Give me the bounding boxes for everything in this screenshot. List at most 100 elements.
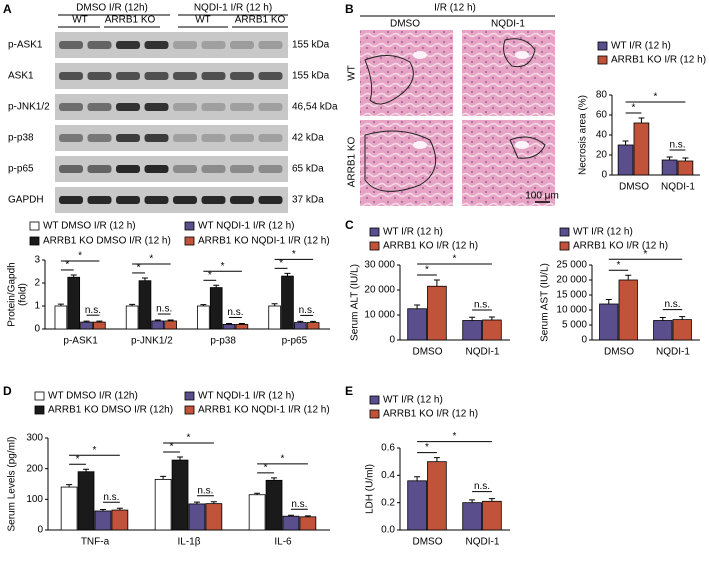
error-bar [666, 156, 673, 160]
blot-band [59, 134, 83, 142]
blot-band [230, 165, 254, 173]
error-bar [213, 284, 220, 288]
significance-label: n.s. [299, 305, 315, 316]
y-tick-label: 60 [596, 110, 608, 121]
blot-genotype: WT [195, 15, 211, 26]
histology-title: I/R (12 h) [434, 3, 476, 14]
blot-band [116, 72, 140, 80]
error-bar [226, 322, 233, 325]
blot-band [144, 134, 169, 142]
legend-swatch [184, 221, 195, 231]
y-axis-label: Serum ALT (IU/L) [350, 264, 361, 341]
vessel [413, 51, 427, 59]
legend-label: WT I/R (12 h) [573, 227, 633, 238]
blot-band [258, 72, 283, 80]
significance-label: * [425, 442, 429, 453]
error-bar [254, 492, 261, 495]
blot-band [59, 72, 83, 80]
significance-label: * [632, 103, 636, 114]
blot-label: GAPDH [8, 195, 44, 206]
significance-label: * [93, 445, 97, 456]
x-tick-label: NQDI-1 [661, 182, 695, 193]
error-bar [433, 457, 440, 462]
blot-band [87, 165, 112, 173]
bar [282, 515, 300, 531]
bar [281, 275, 294, 330]
legend-swatch [369, 395, 380, 405]
error-bar [160, 475, 167, 480]
bar [171, 459, 189, 531]
legend-label: WT DMSO I/R (12h) [48, 391, 138, 402]
panel-label: A [3, 2, 12, 16]
error-bar [622, 140, 629, 145]
bar [138, 280, 152, 330]
legend-label: ARRB1 KO I/R (12 h) [611, 55, 706, 66]
blot-band [173, 41, 197, 49]
bar [462, 320, 482, 341]
x-tick-label: NQDI-1 [466, 347, 500, 358]
significance-label: * [644, 249, 648, 260]
error-bar [284, 272, 291, 277]
blot-band [59, 41, 83, 49]
bar [293, 322, 307, 330]
bar [188, 503, 206, 531]
significance-label: * [78, 251, 82, 262]
legend-label: WT NQDI-1 I/R (12 h) [198, 221, 295, 232]
blot-band [258, 196, 283, 204]
error-bar [210, 501, 217, 504]
bar [209, 287, 223, 330]
bar [653, 320, 673, 341]
blot-band [87, 72, 112, 80]
blot-band [258, 41, 283, 49]
error-bar [238, 322, 245, 325]
bar [93, 321, 106, 330]
histology-row: WT [347, 65, 358, 81]
bar [94, 510, 112, 531]
legend-swatch [597, 41, 608, 51]
significance-label: * [264, 463, 268, 474]
blot-band [116, 134, 140, 142]
histology-image [462, 30, 555, 116]
panel-label: D [3, 384, 12, 398]
significance-label: n.s. [474, 300, 490, 311]
bar [164, 320, 177, 330]
blot-band [201, 41, 226, 49]
x-tick-label: p-ASK1 [63, 336, 98, 347]
blot-band [201, 134, 226, 142]
y-tick-label: 10 000 [556, 305, 587, 316]
blot-size: 155 kDa [292, 71, 330, 82]
blot-band [230, 103, 254, 111]
y-tick-label: 1 [34, 301, 40, 312]
error-bar [177, 456, 184, 461]
blot-band [173, 196, 197, 204]
blot-size: 37 kDa [292, 195, 324, 206]
bar [482, 500, 502, 531]
x-tick-label: p-p38 [210, 336, 236, 347]
error-bar [638, 117, 645, 123]
necrosis-contour [364, 55, 414, 105]
bar [268, 305, 281, 330]
error-bar [682, 157, 689, 161]
error-bar [605, 299, 612, 304]
blot-band [144, 103, 169, 111]
y-tick-label: 0.0 [381, 525, 395, 536]
y-tick-label: 100 [26, 494, 43, 505]
x-tick-label: DMSO [619, 182, 649, 193]
error-bar [469, 316, 476, 321]
error-bar [141, 277, 148, 281]
vessel [413, 141, 427, 149]
significance-label: * [654, 92, 658, 103]
panel-label: E [345, 384, 353, 398]
significance-label: * [279, 258, 283, 269]
blot-band [258, 103, 283, 111]
significance-label: n.s. [103, 492, 119, 503]
y-tick-label: 15 000 [556, 290, 587, 301]
bar [407, 308, 427, 341]
necrosis-contour [509, 136, 546, 159]
y-tick-label: 5 000 [562, 320, 587, 331]
legend-swatch [369, 241, 380, 251]
bar [677, 160, 694, 176]
blot-band [116, 41, 140, 49]
error-bar [116, 507, 123, 511]
